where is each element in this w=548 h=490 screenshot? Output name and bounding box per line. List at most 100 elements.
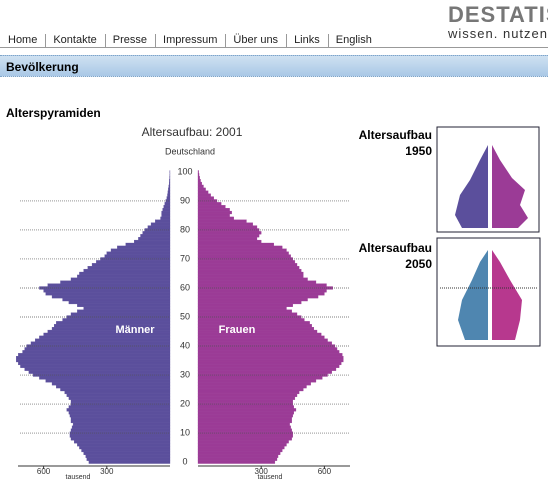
bar xyxy=(51,382,171,386)
bar xyxy=(197,428,292,432)
nav-link[interactable]: Kontakte xyxy=(45,34,104,47)
bar xyxy=(68,411,171,415)
nav-link[interactable]: Home xyxy=(8,34,38,46)
bar xyxy=(60,387,171,392)
bar xyxy=(69,414,171,418)
bar xyxy=(51,295,171,299)
bar xyxy=(197,263,298,267)
thumbnail-1950[interactable] xyxy=(436,126,540,233)
thumbnail-shape xyxy=(492,250,522,340)
thumbnail-title[interactable]: Altersaufbau 1950 xyxy=(312,127,432,159)
bar xyxy=(197,335,325,339)
x-tick-label: 600 xyxy=(37,467,51,476)
thumbnail-year: 2050 xyxy=(405,257,432,271)
bar xyxy=(83,268,171,273)
bar xyxy=(197,184,204,189)
bar xyxy=(73,440,171,444)
bar xyxy=(70,419,171,424)
bar xyxy=(16,356,171,360)
bar xyxy=(197,437,292,441)
bar xyxy=(68,300,171,305)
bar xyxy=(110,248,171,252)
thumbnail-frame xyxy=(436,237,541,347)
bar xyxy=(197,292,325,296)
bar xyxy=(197,350,340,354)
bar xyxy=(161,213,171,218)
bar xyxy=(16,358,171,363)
bar xyxy=(197,379,317,383)
bar xyxy=(160,216,171,220)
bar xyxy=(167,193,171,197)
bar xyxy=(39,376,171,380)
bar xyxy=(68,405,171,409)
bar xyxy=(47,283,171,287)
bar xyxy=(77,309,171,313)
bar xyxy=(197,225,258,229)
bar xyxy=(197,399,293,403)
logo[interactable]: DESTATIS wissen. nutzen. xyxy=(448,4,548,41)
bar xyxy=(197,248,287,252)
bar xyxy=(197,260,296,264)
bar xyxy=(197,202,222,206)
nav-link[interactable]: Presse xyxy=(104,34,155,47)
thumbnail-year: 1950 xyxy=(405,144,432,158)
bar xyxy=(197,434,293,438)
bar xyxy=(197,440,289,444)
bar xyxy=(197,283,327,287)
thumbnail-label: Altersaufbau xyxy=(358,241,432,255)
thumbnail-title[interactable]: Altersaufbau 2050 xyxy=(312,240,432,272)
nav-link[interactable]: Über uns xyxy=(225,34,286,47)
bar xyxy=(83,306,171,310)
bar xyxy=(197,239,262,244)
bar xyxy=(168,184,171,189)
y-tick-label: 50 xyxy=(180,311,190,321)
logo-tagline: wissen. nutzen. xyxy=(448,26,548,41)
bar xyxy=(197,327,315,331)
bar xyxy=(197,274,304,278)
bar xyxy=(125,242,171,247)
bar xyxy=(197,451,281,455)
bar xyxy=(197,338,328,342)
bar xyxy=(197,271,304,276)
bar xyxy=(64,390,171,395)
bar xyxy=(62,318,171,322)
bar xyxy=(197,443,287,447)
bar xyxy=(197,329,318,334)
bar xyxy=(197,268,302,273)
bar xyxy=(197,231,262,235)
bar xyxy=(197,173,200,177)
bar xyxy=(169,179,171,183)
bar xyxy=(197,318,305,322)
bar xyxy=(197,347,338,351)
nav-link[interactable]: English xyxy=(327,34,380,47)
thumbnail-2050[interactable] xyxy=(436,237,541,347)
bar xyxy=(70,312,171,316)
bar xyxy=(24,367,171,371)
bar xyxy=(197,390,300,395)
bar xyxy=(197,237,258,241)
bar xyxy=(70,277,171,281)
x-tick-label: 300 xyxy=(100,467,114,476)
bar xyxy=(162,208,171,212)
y-tick-label: 70 xyxy=(180,253,190,263)
bar xyxy=(87,266,171,270)
bar xyxy=(197,445,285,450)
bar xyxy=(66,408,171,412)
bar xyxy=(197,222,253,226)
nav-link[interactable]: Links xyxy=(286,34,328,47)
bar xyxy=(197,425,291,429)
bar xyxy=(68,396,171,400)
nav-link[interactable]: Impressum xyxy=(155,34,225,47)
bar xyxy=(167,190,171,194)
bar xyxy=(79,271,171,276)
nav-bar: Home Kontakte Presse Impressum Über uns Links… xyxy=(0,34,548,48)
bar xyxy=(169,181,171,186)
thumbnail-label: Altersaufbau xyxy=(358,128,432,142)
bar xyxy=(77,274,171,278)
bar xyxy=(197,376,323,380)
bar xyxy=(197,193,211,197)
bar xyxy=(70,399,171,403)
bar xyxy=(197,460,276,464)
